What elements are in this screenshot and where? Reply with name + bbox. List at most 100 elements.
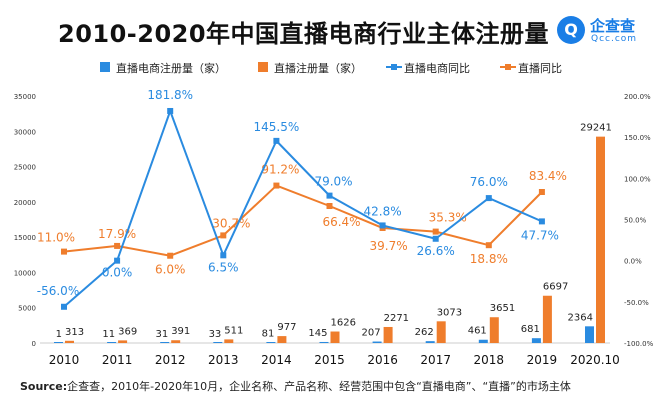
- line-zhibo-dianshang-marker: [379, 222, 386, 229]
- qcc-logo-name: 企查查: [590, 17, 636, 35]
- line-zhibo-data-label: 83.4%: [529, 169, 567, 183]
- source-note: Source:企查查，2010年-2020年10月，企业名称、产品名称、经营范围…: [20, 378, 571, 394]
- y-left-tick-label: 30000: [14, 128, 36, 136]
- x-tick-label: 2019: [527, 353, 558, 367]
- bar-label-zhibo-dianshang: 681: [521, 324, 540, 335]
- legend-label: 直播电商同比: [404, 61, 470, 75]
- y-left-tick-label: 0: [32, 340, 36, 348]
- line-zhibo-marker: [167, 252, 174, 259]
- line-zhibo-dianshang-data-label: 26.6%: [417, 244, 455, 258]
- bar-zhibo-dianshang: [213, 342, 223, 343]
- line-zhibo-segment: [382, 226, 436, 233]
- bar-label-zhibo: 369: [118, 326, 137, 337]
- bar-label-zhibo: 6697: [543, 282, 568, 293]
- line-zhibo-dianshang-marker: [326, 192, 333, 199]
- y-right-tick-label: 100.0%: [624, 175, 651, 183]
- legend-swatch: [100, 62, 110, 72]
- bar-zhibo-dianshang: [54, 342, 63, 343]
- bar-label-zhibo-dianshang: 1: [56, 329, 62, 340]
- line-zhibo-dianshang-data-label: 79.0%: [314, 175, 352, 189]
- line-zhibo-dianshang-marker: [273, 137, 280, 144]
- line-zhibo-data-label: 17.9%: [98, 227, 136, 241]
- x-tick-label: 2012: [155, 353, 186, 367]
- bar-zhibo: [383, 326, 393, 343]
- line-zhibo-dianshang-marker: [485, 195, 492, 202]
- x-tick-label: 2020.10: [570, 353, 620, 367]
- bar-label-zhibo: 391: [171, 326, 190, 337]
- bar-label-zhibo-dianshang: 207: [362, 328, 381, 339]
- line-zhibo-data-label: 91.2%: [261, 163, 299, 177]
- source-label: Source:: [20, 380, 68, 393]
- line-zhibo-data-label: 66.4%: [322, 215, 360, 229]
- bar-zhibo-dianshang: [266, 342, 276, 343]
- legend-label: 直播注册量（家）: [274, 61, 362, 75]
- line-zhibo-data-label: 18.8%: [470, 252, 508, 266]
- y-right-tick-label: 200.0%: [624, 93, 651, 101]
- y-left-tick-label: 20000: [14, 199, 36, 207]
- line-zhibo-dianshang-segment: [329, 194, 384, 227]
- x-tick-label: 2016: [367, 353, 398, 367]
- line-zhibo-dianshang-data-label: 145.5%: [254, 120, 300, 134]
- line-zhibo-dianshang-data-label: 181.8%: [147, 88, 193, 102]
- line-zhibo-dianshang-data-label: -56.0%: [37, 284, 79, 298]
- bar-zhibo: [330, 331, 340, 343]
- legend-label: 直播同比: [518, 61, 562, 75]
- y-right-tick-label: -100.0%: [624, 340, 654, 348]
- x-tick-label: 2014: [261, 353, 292, 367]
- line-zhibo-dianshang-marker: [220, 252, 227, 259]
- bar-label-zhibo-dianshang: 2364: [568, 312, 593, 323]
- bar-zhibo-dianshang: [585, 326, 594, 343]
- y-right-tick-label: -50.0%: [624, 299, 649, 307]
- bar-zhibo: [489, 317, 499, 343]
- bar-zhibo-dianshang: [107, 342, 117, 343]
- line-zhibo-data-label: 11.0%: [37, 231, 75, 245]
- line-zhibo-marker: [538, 189, 545, 196]
- line-zhibo-dianshang-data-label: 76.0%: [470, 175, 508, 189]
- y-right-tick-label: 50.0%: [624, 217, 647, 225]
- line-zhibo-segment: [63, 244, 118, 253]
- bar-zhibo: [118, 340, 128, 343]
- x-tick-label: 2010: [49, 353, 80, 367]
- bar-label-zhibo: 3073: [437, 307, 462, 318]
- bar-label-zhibo-dianshang: 33: [209, 329, 222, 340]
- bar-label-zhibo: 313: [65, 327, 84, 338]
- line-zhibo-dianshang-segment: [169, 110, 225, 256]
- line-zhibo-dianshang-data-label: 0.0%: [102, 266, 133, 280]
- bar-zhibo: [224, 339, 234, 343]
- line-zhibo-marker: [114, 242, 121, 249]
- line-zhibo-dianshang-data-label: 42.8%: [364, 204, 402, 218]
- y-left-tick-label: 5000: [18, 305, 36, 313]
- bar-zhibo: [277, 336, 287, 343]
- line-zhibo-marker: [432, 228, 439, 235]
- bar-label-zhibo: 3651: [490, 303, 515, 314]
- legend-marker: [505, 64, 511, 70]
- line-zhibo-dianshang-segment: [382, 224, 436, 240]
- bar-zhibo-dianshang: [160, 342, 170, 343]
- qcc-logo-url: Qcc.com: [591, 34, 638, 44]
- qcc-logo: Q 企查查 Qcc.com: [557, 14, 657, 48]
- bar-zhibo-dianshang: [531, 338, 541, 343]
- line-zhibo-data-label: 35.3%: [429, 211, 467, 225]
- line-zhibo-segment: [435, 230, 490, 247]
- line-zhibo-dianshang-marker: [538, 218, 545, 225]
- line-zhibo-segment: [329, 205, 383, 229]
- line-zhibo-dianshang-marker: [61, 303, 67, 310]
- line-zhibo-data-label: 39.7%: [370, 239, 408, 253]
- y-left-tick-label: 35000: [14, 93, 36, 101]
- y-right-tick-label: 0.0%: [624, 258, 642, 266]
- bar-label-zhibo: 977: [277, 322, 296, 333]
- line-zhibo-dianshang-segment: [275, 140, 331, 197]
- x-tick-label: 2017: [420, 353, 451, 367]
- x-tick-label: 2013: [208, 353, 239, 367]
- line-zhibo-marker: [220, 232, 227, 239]
- line-zhibo-segment: [488, 191, 543, 246]
- line-zhibo-dianshang-segment: [435, 197, 490, 240]
- y-right-tick-label: 150.0%: [624, 134, 651, 142]
- legend-swatch: [258, 62, 268, 72]
- line-zhibo-dianshang-marker: [432, 235, 439, 242]
- chart-title: 2010-2020年中国直播电商行业主体注册量: [58, 20, 550, 48]
- bar-label-zhibo-dianshang: 461: [468, 326, 487, 337]
- bar-zhibo: [596, 136, 605, 343]
- bar-label-zhibo-dianshang: 81: [262, 328, 275, 339]
